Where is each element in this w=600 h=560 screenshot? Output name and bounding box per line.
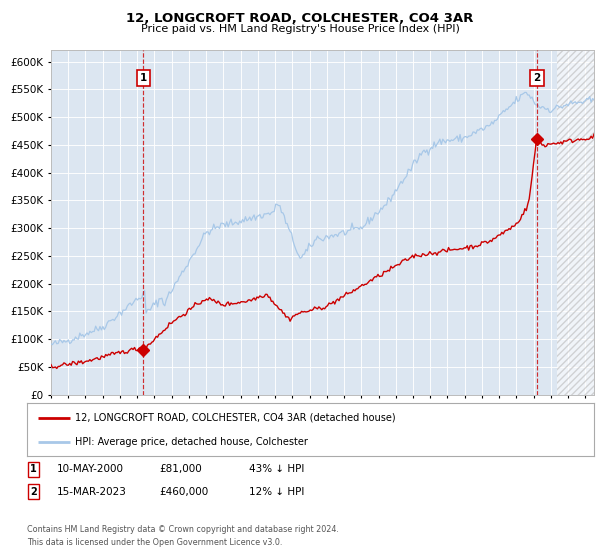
Text: £81,000: £81,000 — [159, 464, 202, 474]
Text: 15-MAR-2023: 15-MAR-2023 — [57, 487, 127, 497]
Text: 12, LONGCROFT ROAD, COLCHESTER, CO4 3AR: 12, LONGCROFT ROAD, COLCHESTER, CO4 3AR — [127, 12, 473, 25]
Text: 12% ↓ HPI: 12% ↓ HPI — [249, 487, 304, 497]
Text: 1: 1 — [140, 73, 147, 83]
Text: £460,000: £460,000 — [159, 487, 208, 497]
Text: 12, LONGCROFT ROAD, COLCHESTER, CO4 3AR (detached house): 12, LONGCROFT ROAD, COLCHESTER, CO4 3AR … — [75, 413, 396, 423]
Text: 10-MAY-2000: 10-MAY-2000 — [57, 464, 124, 474]
Text: 43% ↓ HPI: 43% ↓ HPI — [249, 464, 304, 474]
Text: HPI: Average price, detached house, Colchester: HPI: Average price, detached house, Colc… — [75, 437, 308, 447]
Text: 1: 1 — [30, 464, 37, 474]
Text: Contains HM Land Registry data © Crown copyright and database right 2024.: Contains HM Land Registry data © Crown c… — [27, 525, 339, 534]
Text: 2: 2 — [30, 487, 37, 497]
Text: 2: 2 — [533, 73, 541, 83]
Text: Price paid vs. HM Land Registry's House Price Index (HPI): Price paid vs. HM Land Registry's House … — [140, 24, 460, 34]
Text: This data is licensed under the Open Government Licence v3.0.: This data is licensed under the Open Gov… — [27, 538, 283, 547]
